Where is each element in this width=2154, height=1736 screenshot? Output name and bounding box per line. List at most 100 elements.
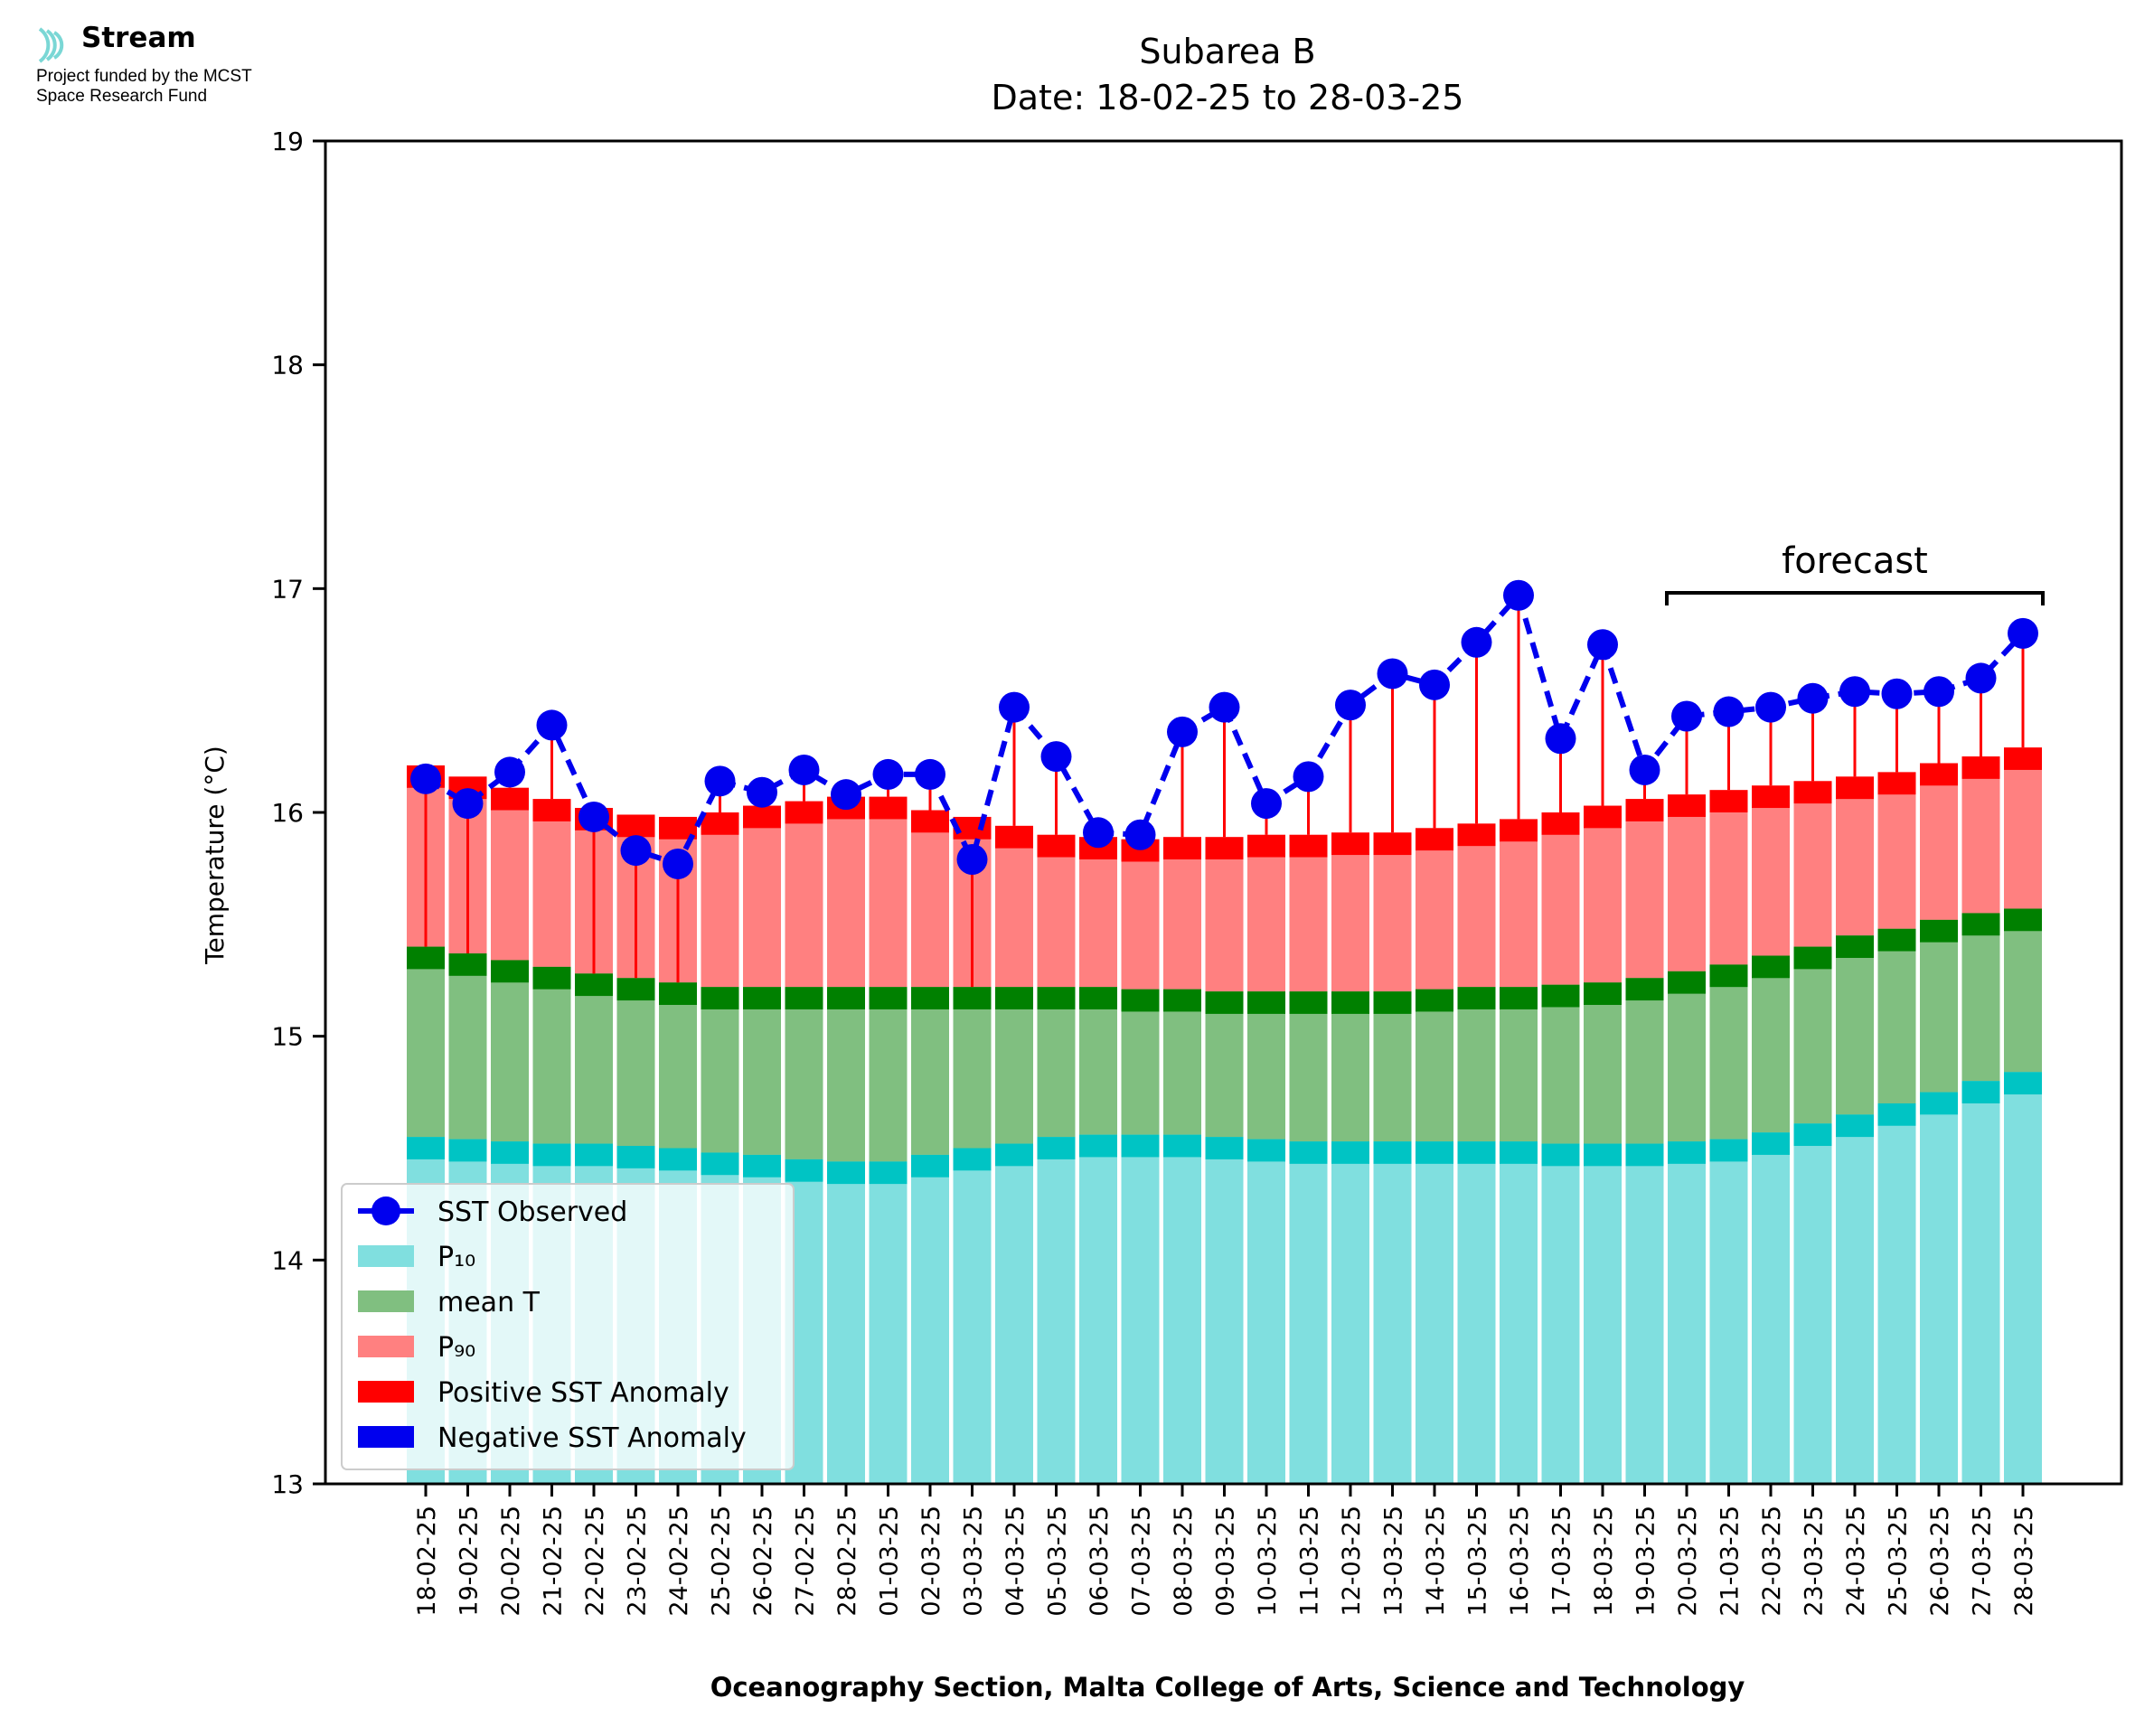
- bar-p90-band-33: [1793, 781, 1832, 804]
- sst-observed-point-5: [620, 835, 652, 867]
- bar-mean-band-0: [407, 946, 445, 970]
- bar-mean-band-17: [1121, 989, 1160, 1012]
- bar-p10-band-0: [407, 1137, 445, 1159]
- x-tick-label-18: 08-03-25: [1170, 1506, 1198, 1617]
- bar-mean-band-2: [491, 960, 529, 983]
- brand-name: Stream: [81, 22, 196, 54]
- y-tick-label-15: 15: [271, 1022, 304, 1052]
- y-tick-label-14: 14: [271, 1245, 304, 1275]
- x-tick-label-0: 18-02-25: [413, 1506, 441, 1617]
- y-tick-label-17: 17: [271, 574, 304, 604]
- sst-observed-point-0: [410, 763, 441, 794]
- legend-box: [341, 1183, 795, 1470]
- bar-p10-17: [1121, 1134, 1160, 1484]
- x-tick-label-36: 26-03-25: [1926, 1506, 1954, 1617]
- bar-p10-band-11: [869, 1161, 908, 1185]
- bar-mean-band-29: [1625, 978, 1664, 1001]
- legend-label-4: Positive SST Anomaly: [437, 1377, 729, 1409]
- bar-p10-26: [1500, 1141, 1538, 1484]
- bar-p10-32: [1752, 1132, 1790, 1484]
- legend-label-5: Negative SST Anomaly: [437, 1422, 747, 1454]
- bar-p90-band-5: [616, 814, 655, 838]
- bar-mean-band-19: [1205, 991, 1244, 1014]
- bar-p10-band-29: [1625, 1143, 1664, 1167]
- bar-p10-12: [911, 1154, 949, 1484]
- bar-mean-band-14: [995, 987, 1033, 1009]
- sst-observed-point-33: [1797, 682, 1829, 714]
- bar-p10-band-4: [575, 1143, 613, 1167]
- legend-label-0: SST Observed: [437, 1196, 627, 1228]
- bar-p90-band-31: [1709, 790, 1748, 812]
- bar-p10-38: [2004, 1072, 2042, 1484]
- x-tick-label-3: 21-02-25: [540, 1506, 568, 1617]
- bar-mean-band-33: [1793, 946, 1832, 970]
- bar-p10-band-18: [1163, 1134, 1201, 1158]
- bar-mean-band-34: [1836, 935, 1874, 958]
- legend-swatch-3: [358, 1336, 414, 1357]
- bar-p10-band-21: [1289, 1141, 1328, 1164]
- bar-mean-band-15: [1037, 987, 1076, 1009]
- bar-mean-band-8: [743, 987, 781, 1009]
- bar-mean-band-4: [575, 973, 613, 997]
- x-tick-label-38: 28-03-25: [2010, 1506, 2038, 1617]
- sst-observed-point-17: [1124, 819, 1156, 850]
- sst-observed-point-18: [1167, 716, 1198, 747]
- sst-observed-point-24: [1419, 669, 1450, 700]
- sst-observed-point-16: [1083, 817, 1114, 849]
- bar-p10-band-2: [491, 1141, 529, 1164]
- bar-mean-band-25: [1457, 987, 1496, 1009]
- x-tick-label-24: 14-03-25: [1422, 1506, 1450, 1617]
- sst-observed-point-32: [1755, 691, 1786, 723]
- x-tick-label-31: 21-03-25: [1717, 1506, 1745, 1617]
- bar-p10-30: [1668, 1141, 1706, 1484]
- bar-p10-24: [1416, 1141, 1453, 1484]
- bar-p10-band-12: [911, 1154, 949, 1178]
- bar-p90-band-18: [1163, 837, 1201, 860]
- bar-p10-band-13: [953, 1148, 992, 1171]
- sst-observed-point-23: [1377, 658, 1408, 690]
- sst-observed-point-20: [1251, 788, 1282, 820]
- bar-mean-band-31: [1709, 964, 1748, 988]
- x-tick-label-20: 10-03-25: [1254, 1506, 1282, 1617]
- x-tick-label-13: 03-03-25: [960, 1506, 988, 1617]
- bar-p90-band-14: [995, 825, 1033, 849]
- x-tick-label-5: 23-02-25: [624, 1506, 652, 1617]
- sst-observed-point-19: [1209, 691, 1240, 723]
- x-tick-label-19: 09-03-25: [1212, 1506, 1240, 1617]
- sst-observed-point-30: [1671, 700, 1702, 732]
- sst-observed-point-6: [663, 848, 693, 879]
- x-tick-label-33: 23-03-25: [1801, 1506, 1829, 1617]
- x-tick-label-25: 15-03-25: [1464, 1506, 1492, 1617]
- bar-p10-band-34: [1836, 1114, 1874, 1138]
- x-tick-label-12: 02-03-25: [917, 1506, 945, 1617]
- x-tick-label-4: 22-02-25: [581, 1506, 609, 1617]
- sst-observed-point-26: [1503, 579, 1534, 611]
- bar-p10-band-31: [1709, 1139, 1748, 1162]
- bar-p10-20: [1247, 1139, 1285, 1484]
- bar-p10-band-22: [1331, 1141, 1369, 1164]
- bar-p90-band-32: [1752, 785, 1790, 809]
- bar-p10-21: [1289, 1141, 1328, 1484]
- bar-p10-34: [1836, 1114, 1874, 1484]
- y-tick-label-18: 18: [271, 351, 304, 380]
- bar-p10-band-16: [1079, 1134, 1117, 1158]
- x-tick-label-35: 25-03-25: [1885, 1506, 1913, 1617]
- x-tick-label-7: 25-02-25: [708, 1506, 736, 1617]
- x-tick-label-22: 12-03-25: [1338, 1506, 1366, 1617]
- funding-line-2: Space Research Fund: [36, 87, 208, 106]
- bar-p10-band-36: [1920, 1092, 1958, 1115]
- bar-p10-28: [1584, 1143, 1622, 1484]
- bar-p90-band-36: [1920, 763, 1958, 786]
- bar-mean-band-6: [659, 982, 697, 1005]
- bar-p10-36: [1920, 1092, 1958, 1484]
- sst-observed-point-31: [1713, 696, 1745, 727]
- x-tick-label-1: 19-02-25: [456, 1506, 484, 1617]
- x-tick-label-29: 19-03-25: [1632, 1506, 1660, 1617]
- bar-p10-band-37: [1961, 1081, 2000, 1103]
- bar-p90-band-3: [532, 799, 571, 821]
- sst-observed-point-22: [1335, 690, 1366, 721]
- bar-p90-band-24: [1416, 828, 1453, 851]
- sst-observed-point-4: [578, 801, 609, 832]
- bar-p10-band-35: [1877, 1103, 1916, 1126]
- legend-swatch-4: [358, 1381, 414, 1403]
